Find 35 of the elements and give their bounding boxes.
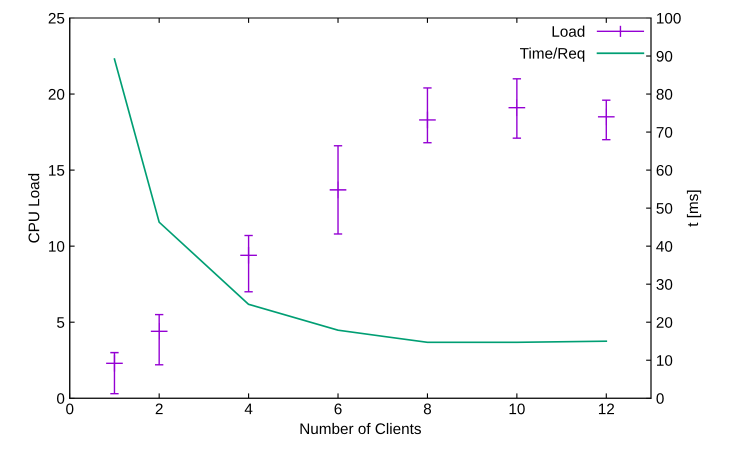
x-tick-label: 0 bbox=[66, 404, 74, 414]
y2-tick-label: 100 bbox=[657, 12, 681, 24]
point bbox=[328, 180, 348, 199]
legend-label: Load bbox=[552, 26, 584, 37]
y2-tick-label: 60 bbox=[656, 164, 672, 176]
y2-tick-label: 10 bbox=[657, 355, 672, 366]
x-tick-label: 2 bbox=[156, 404, 163, 414]
point bbox=[418, 110, 436, 129]
y-tick-label: 0 bbox=[56, 393, 64, 404]
y2-tick-label: 20 bbox=[656, 317, 672, 328]
point bbox=[508, 98, 526, 117]
y-tick-label: 20 bbox=[48, 88, 64, 100]
point bbox=[150, 322, 168, 340]
y2-tick-label: 0 bbox=[656, 393, 664, 404]
y-axis-title: CPU Load bbox=[28, 174, 40, 243]
x-tick-label: 8 bbox=[424, 404, 432, 414]
y2-tick-label: 90 bbox=[656, 50, 672, 62]
legend-label: Time/Req bbox=[520, 48, 584, 62]
point bbox=[240, 246, 258, 264]
y-tick-label: 5 bbox=[57, 317, 64, 328]
y-tick-label: 15 bbox=[49, 165, 64, 176]
y2-tick-label: 40 bbox=[656, 241, 672, 252]
y-tick-label: 25 bbox=[48, 12, 64, 24]
x-axis-title: Number of Clients bbox=[300, 422, 421, 434]
x-tick-label: 6 bbox=[334, 404, 342, 414]
x-tick-label: 4 bbox=[244, 404, 252, 414]
y2-tick-label: 30 bbox=[656, 279, 672, 290]
x-tick-label: 10 bbox=[510, 404, 525, 414]
y2-axis-title: t [ms] bbox=[686, 190, 702, 227]
y2-tick-label: 80 bbox=[656, 88, 672, 100]
point bbox=[597, 108, 616, 126]
y-tick-label: 10 bbox=[49, 241, 64, 252]
x-tick-label: 12 bbox=[598, 404, 614, 414]
y2-tick-label: 50 bbox=[656, 202, 672, 214]
y2-tick-label: 70 bbox=[656, 126, 672, 138]
